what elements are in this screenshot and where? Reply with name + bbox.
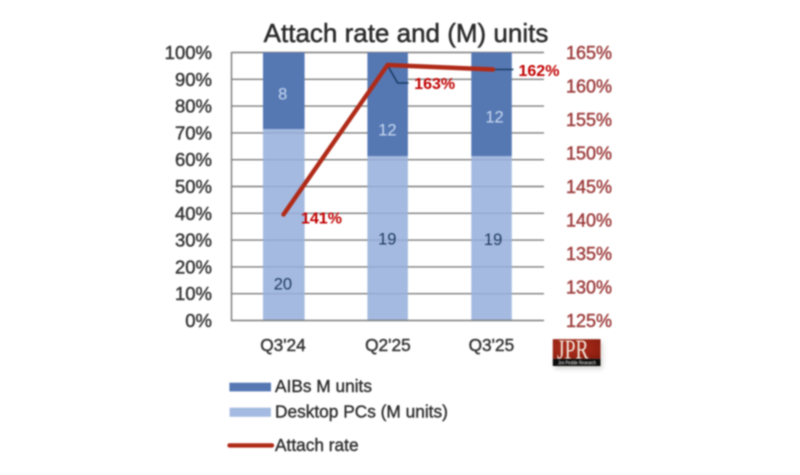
svg-text:162%: 162% [519, 63, 560, 80]
svg-text:Q3'25: Q3'25 [469, 335, 515, 355]
svg-text:141%: 141% [301, 211, 342, 228]
svg-text:Attach rate: Attach rate [275, 435, 359, 455]
svg-text:Q2'25: Q2'25 [365, 335, 411, 355]
svg-text:163%: 163% [414, 76, 455, 93]
svg-text:20%: 20% [175, 256, 212, 277]
svg-text:12: 12 [378, 122, 396, 140]
svg-text:60%: 60% [175, 149, 212, 170]
svg-text:Attach rate and (M) units: Attach rate and (M) units [264, 18, 549, 48]
svg-text:140%: 140% [566, 211, 612, 231]
svg-text:160%: 160% [566, 77, 612, 97]
svg-text:19: 19 [378, 231, 396, 249]
svg-text:165%: 165% [566, 43, 612, 63]
svg-text:JPR: JPR [557, 335, 589, 365]
svg-text:150%: 150% [566, 144, 612, 164]
svg-text:80%: 80% [175, 96, 212, 117]
svg-text:70%: 70% [175, 122, 212, 143]
svg-text:8: 8 [278, 86, 287, 104]
svg-text:125%: 125% [566, 311, 612, 331]
svg-text:40%: 40% [175, 203, 212, 224]
svg-text:19: 19 [484, 231, 502, 249]
svg-text:130%: 130% [566, 278, 612, 298]
svg-text:Q3'24: Q3'24 [260, 335, 306, 355]
svg-text:10%: 10% [175, 283, 212, 304]
svg-text:Desktop PCs (M units): Desktop PCs (M units) [275, 401, 448, 421]
svg-text:50%: 50% [175, 176, 212, 197]
svg-text:0%: 0% [185, 310, 212, 331]
svg-text:AIBs M units: AIBs M units [275, 376, 372, 396]
svg-text:155%: 155% [566, 110, 612, 130]
svg-text:90%: 90% [175, 69, 212, 90]
svg-text:Jon Peddie Research: Jon Peddie Research [558, 361, 596, 367]
svg-text:135%: 135% [566, 244, 612, 264]
svg-text:20: 20 [274, 276, 292, 294]
svg-text:12: 12 [485, 108, 503, 126]
svg-text:30%: 30% [175, 230, 212, 251]
svg-text:100%: 100% [165, 42, 212, 63]
svg-text:145%: 145% [566, 177, 612, 197]
